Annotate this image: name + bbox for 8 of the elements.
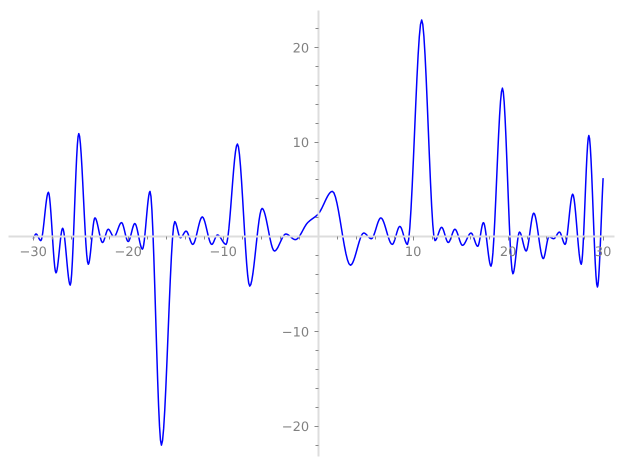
- x-tick-label: −20: [114, 244, 142, 260]
- x-tick-label: 10: [404, 244, 422, 260]
- x-tick-label: −10: [209, 244, 237, 260]
- y-tick-label: 10: [292, 136, 310, 152]
- x-tick-label: −30: [19, 244, 47, 260]
- y-tick-label: −10: [282, 326, 310, 341]
- y-tick-label: 20: [292, 41, 310, 56]
- y-tick-label: −20: [282, 420, 310, 436]
